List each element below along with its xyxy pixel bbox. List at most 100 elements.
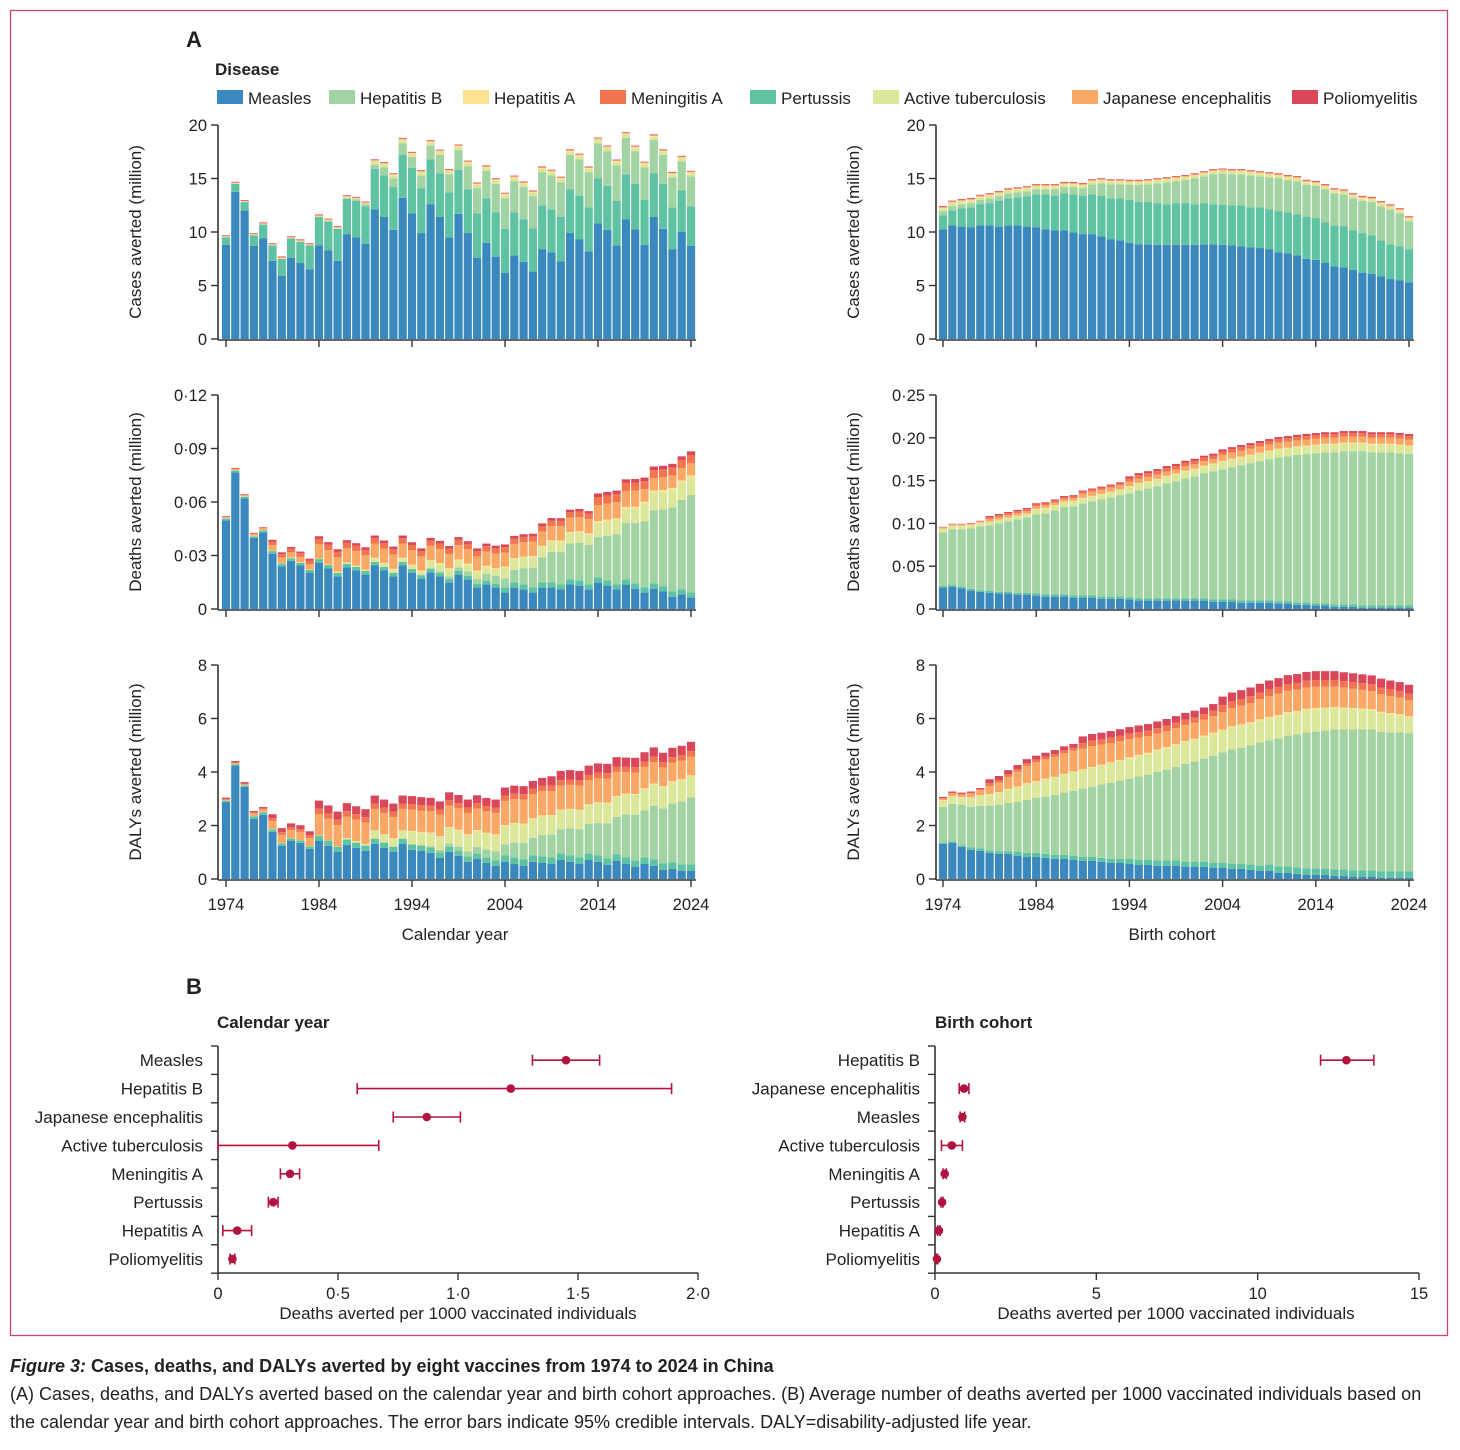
bar-measles-2001 — [473, 257, 482, 339]
bar-japanese-encephalitis-2023 — [677, 156, 686, 158]
bar-poliomyelitis-1976 — [240, 200, 249, 201]
bar-meningitis-a-1997 — [435, 809, 444, 815]
bar-japanese-encephalitis-2016 — [612, 502, 621, 519]
x-tick-label: 2024 — [1391, 896, 1428, 914]
bar-japanese-encephalitis-2001 — [473, 556, 482, 571]
bar-active-tuberculosis-1978 — [976, 197, 985, 200]
bar-poliomyelitis-2020 — [649, 134, 658, 136]
bar-hepatitis-b-1991 — [1097, 183, 1106, 196]
bar-hepatitis-b-1985 — [1041, 796, 1050, 854]
bar-pertussis-2024 — [686, 206, 696, 246]
bar-hepatitis-b-1987 — [1060, 187, 1069, 194]
bar-active-tuberculosis-2022 — [668, 174, 677, 178]
bar-pertussis-1985 — [324, 221, 333, 251]
bar-pertussis-2012 — [1293, 602, 1302, 605]
bar-japanese-encephalitis-1995 — [417, 810, 426, 832]
bar-active-tuberculosis-2023 — [1395, 445, 1404, 454]
bar-active-tuberculosis-2010 — [556, 179, 565, 183]
bar-poliomyelitis-1997 — [1153, 721, 1162, 729]
bar-meningitis-a-1992 — [389, 811, 398, 817]
bar-active-tuberculosis-1991 — [1097, 765, 1106, 785]
bar-active-tuberculosis-1975 — [948, 203, 957, 206]
bar-hepatitis-b-2001 — [473, 846, 482, 854]
bar-pertussis-1990 — [370, 561, 379, 566]
bar-japanese-encephalitis-2015 — [1321, 185, 1330, 186]
bar-measles-1987 — [1060, 596, 1069, 609]
bar-hepatitis-b-1989 — [1078, 788, 1087, 857]
bar-pertussis-1993 — [398, 154, 407, 198]
bar-active-tuberculosis-2010 — [1274, 175, 1283, 179]
bar-poliomyelitis-1989 — [361, 201, 370, 203]
bar-measles-1984 — [314, 841, 324, 879]
bar-japanese-encephalitis-2021 — [1376, 694, 1386, 712]
bar-pertussis-1986 — [1050, 854, 1059, 859]
bar-japanese-encephalitis-1993 — [1115, 180, 1125, 182]
bar-measles-1990 — [1088, 860, 1097, 879]
bar-measles-2019 — [1358, 876, 1367, 879]
bar-measles-1975 — [948, 842, 957, 879]
bar-active-tuberculosis-1977 — [966, 525, 976, 529]
bar-hepatitis-a-2001 — [473, 184, 482, 185]
bar-japanese-encephalitis-2017 — [1339, 687, 1348, 708]
bar-hepatitis-b-2005 — [510, 569, 519, 583]
bar-measles-1985 — [1041, 596, 1050, 609]
bar-hepatitis-b-2021 — [1376, 452, 1386, 606]
bar-japanese-encephalitis-2016 — [612, 160, 621, 162]
point-estimate — [285, 1169, 295, 1179]
bar-hepatitis-b-2020 — [649, 805, 658, 860]
bar-hepatitis-b-2006 — [1237, 174, 1246, 206]
bar-measles-1983 — [305, 848, 314, 879]
forest-x-axis-label-calendar: Deaths averted per 1000 vaccinated indiv… — [279, 1304, 636, 1323]
bar-japanese-encephalitis-2019 — [640, 766, 649, 789]
bar-measles-1998 — [445, 582, 454, 609]
bar-japanese-encephalitis-2000 — [463, 812, 472, 835]
bar-measles-1996 — [426, 204, 435, 339]
bar-hepatitis-b-2001 — [473, 188, 482, 214]
bar-active-tuberculosis-1982 — [1013, 786, 1022, 802]
bar-japanese-encephalitis-2006 — [519, 799, 528, 824]
bar-active-tuberculosis-2024 — [1404, 218, 1414, 222]
bar-hepatitis-b-2007 — [528, 196, 537, 229]
bar-measles-1991 — [1097, 861, 1106, 879]
bar-meningitis-a-1998 — [445, 548, 454, 555]
bar-japanese-encephalitis-2011 — [1283, 441, 1292, 448]
bar-poliomyelitis-2004 — [1218, 168, 1227, 170]
bar-hepatitis-b-2013 — [584, 172, 593, 208]
bar-pertussis-2015 — [603, 185, 612, 230]
legend-swatch — [463, 90, 489, 104]
bar-active-tuberculosis-2012 — [575, 810, 584, 830]
bar-meningitis-a-1990 — [370, 538, 379, 544]
x-tick-label: 0 — [213, 1285, 222, 1303]
bar-hepatitis-b-2011 — [566, 154, 575, 190]
bar-poliomyelitis-1986 — [333, 549, 342, 552]
bar-hepatitis-a-2008 — [538, 545, 547, 547]
bar-hepatitis-a-1998 — [1162, 179, 1171, 180]
bar-pertussis-2009 — [547, 582, 556, 588]
bar-measles-2010 — [1274, 252, 1283, 339]
bar-hepatitis-b-2009 — [547, 551, 556, 583]
point-estimate — [934, 1226, 944, 1235]
bar-measles-1981 — [287, 257, 296, 339]
bar-poliomyelitis-1977 — [249, 811, 258, 813]
bar-pertussis-2017 — [1339, 869, 1348, 877]
bar-poliomyelitis-1974 — [938, 796, 948, 799]
bar-active-tuberculosis-2023 — [1395, 715, 1404, 733]
bar-meningitis-a-2023 — [1395, 690, 1404, 698]
bar-poliomyelitis-2024 — [686, 741, 696, 752]
bar-pertussis-2022 — [1386, 871, 1395, 878]
bar-hepatitis-a-1983 — [305, 244, 314, 246]
bar-hepatitis-b-2012 — [575, 159, 584, 196]
bar-japanese-encephalitis-2008 — [538, 167, 547, 169]
bar-active-tuberculosis-2014 — [1311, 709, 1320, 732]
bar-hepatitis-b-1995 — [1134, 490, 1143, 599]
bar-meningitis-a-1987 — [1060, 750, 1069, 754]
bar-measles-1975 — [231, 765, 240, 879]
bar-measles-1981 — [1004, 225, 1013, 339]
y-tick-label: 0 — [916, 601, 925, 619]
bar-japanese-encephalitis-2010 — [556, 526, 565, 541]
bar-hepatitis-a-2017 — [1339, 442, 1348, 444]
bar-hepatitis-a-1977 — [249, 535, 258, 537]
bar-poliomyelitis-2014 — [1311, 180, 1320, 182]
bar-poliomyelitis-1981 — [287, 823, 296, 828]
bar-meningitis-a-1989 — [361, 549, 370, 556]
